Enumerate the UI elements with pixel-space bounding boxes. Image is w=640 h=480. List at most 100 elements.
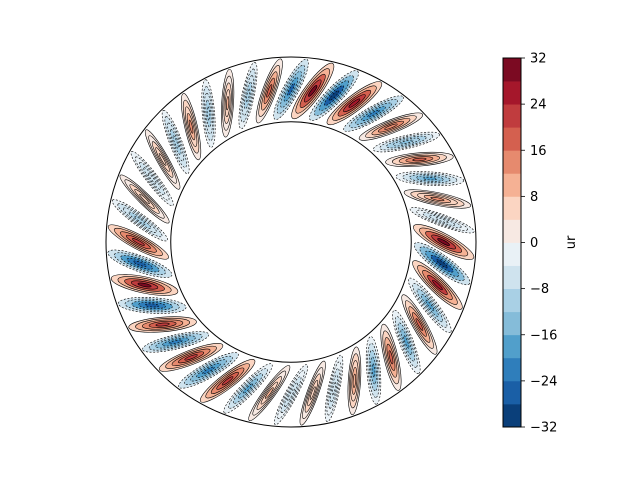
colorbar-tick-label: −24 <box>530 374 557 389</box>
colorbar-band <box>503 58 521 82</box>
contour-level <box>132 238 145 246</box>
contour-level <box>137 282 152 288</box>
convection-cell <box>326 81 383 126</box>
colorbar-tick-label: −32 <box>530 421 557 436</box>
colorbar-band <box>503 242 521 266</box>
colorbar-band <box>503 219 521 243</box>
colorbar-label: ur <box>564 235 579 249</box>
contour-level <box>415 318 424 331</box>
contour-level <box>264 387 274 399</box>
colorbar-band <box>503 81 521 105</box>
colorbar-band <box>503 104 521 128</box>
annulus-contour-plot <box>105 56 477 428</box>
convection-cell <box>392 309 421 375</box>
convection-cell <box>199 359 256 403</box>
contour-level <box>139 193 150 205</box>
colorbar-band <box>503 403 521 428</box>
convection-cell <box>365 336 382 405</box>
contour-level <box>371 363 376 378</box>
convection-cell <box>117 297 187 314</box>
contour-level <box>425 299 435 312</box>
colorbar-tick-label: 0 <box>530 236 538 251</box>
contour-level <box>436 259 448 269</box>
contour-level <box>188 119 194 134</box>
convection-cell <box>248 365 291 422</box>
convection-cell <box>144 129 181 190</box>
contour-level <box>388 350 394 365</box>
convection-cell <box>142 331 210 353</box>
contour-level <box>437 238 450 246</box>
contour-level <box>348 98 361 108</box>
contour-level <box>403 335 410 349</box>
convection-cell <box>291 62 335 120</box>
contour-level <box>145 303 160 308</box>
convection-cell <box>255 58 283 124</box>
convection-cell <box>107 249 173 278</box>
convection-cell <box>358 112 424 141</box>
convection-cell <box>238 61 258 130</box>
contour-level <box>133 260 147 267</box>
convection-cell <box>412 260 463 310</box>
contour-level <box>399 139 414 145</box>
convection-cell <box>223 363 273 414</box>
contour-level <box>206 106 211 121</box>
convection-cell <box>309 70 359 121</box>
convection-cell <box>110 274 179 296</box>
convection-cell <box>299 360 326 426</box>
colorbar-band <box>503 127 521 151</box>
convection-cell <box>273 364 309 426</box>
contour-level <box>184 354 198 361</box>
contour-level <box>308 85 318 97</box>
contour-level <box>287 83 295 96</box>
convection-cell <box>409 207 475 234</box>
contour-level <box>328 90 340 101</box>
convection-cell <box>372 131 440 153</box>
colorbar-tick-label: −8 <box>530 282 549 297</box>
contour-level <box>158 153 167 166</box>
contour-level <box>266 84 273 98</box>
convection-cell <box>178 352 239 389</box>
colorbar-tick-label: 16 <box>530 144 547 159</box>
convection-cell <box>221 68 235 138</box>
convection-cell <box>413 224 475 260</box>
convection-cell <box>161 109 190 175</box>
contour-level <box>367 109 380 118</box>
colorbar-band <box>503 334 521 359</box>
colorbar-band <box>503 265 521 290</box>
convection-cell <box>380 323 402 391</box>
colorbar-tick-label: −16 <box>530 328 557 343</box>
contour-level <box>352 373 356 388</box>
contour-level <box>172 135 179 149</box>
contour-level <box>242 383 254 394</box>
convection-cell <box>324 354 344 423</box>
colorbar-band <box>503 311 521 336</box>
convection-cell <box>395 171 465 186</box>
convection-cell <box>107 224 169 260</box>
convection-cell <box>385 151 454 168</box>
convection-cell <box>128 316 197 333</box>
colorbar-band <box>503 380 521 405</box>
contour-level <box>412 157 427 162</box>
colorbar-band <box>503 150 521 174</box>
colorbar-tick-label: 24 <box>530 98 547 113</box>
contour-level <box>221 376 234 386</box>
colorbar-band <box>503 196 521 220</box>
colorbar-tick-label: 32 <box>530 52 547 67</box>
contour-level <box>155 322 170 327</box>
inner-boundary <box>170 121 412 363</box>
convection-cell <box>119 174 170 224</box>
colorbar-band <box>503 357 521 382</box>
convection-cell <box>180 93 202 161</box>
convection-cell <box>158 343 224 372</box>
convection-cell <box>401 294 438 355</box>
contour-level <box>432 279 443 291</box>
contour-level <box>309 386 316 400</box>
convection-cell <box>343 95 404 132</box>
convection-cell <box>408 277 452 334</box>
colorbar-band <box>503 288 521 313</box>
convection-cell <box>201 79 216 148</box>
contour-level <box>168 339 183 345</box>
colorbar-band <box>503 173 521 197</box>
convection-cell <box>413 242 471 286</box>
